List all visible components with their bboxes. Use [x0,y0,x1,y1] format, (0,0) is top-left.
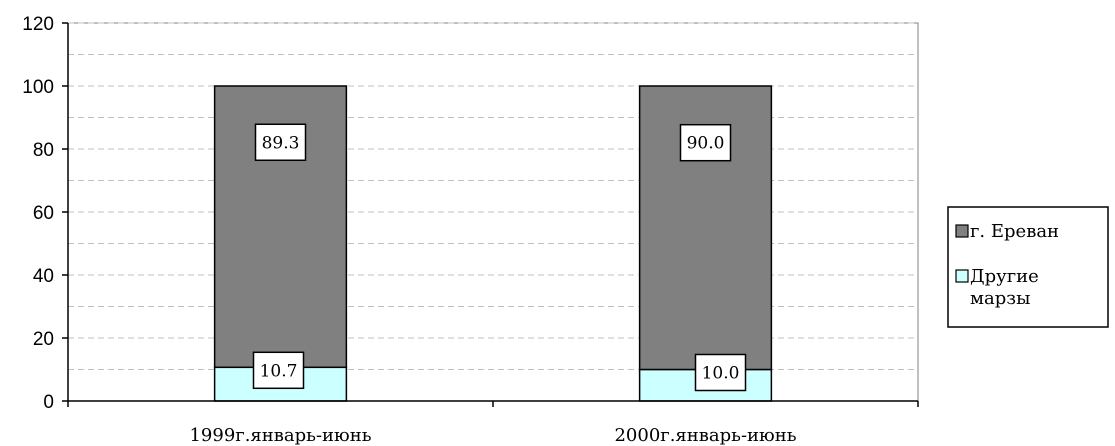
legend-label: Другие [970,266,1039,287]
legend-box [947,206,1109,328]
y-tick-label: 120 [22,14,54,35]
data-label: 89.3 [262,133,300,153]
data-label-box [679,123,732,162]
axes: 0 20 40 60 80 100 120 1999г.январь-июнь 2000г.ян… [22,14,919,446]
y-tick-label: 60 [33,203,54,224]
x-tick-label: 1999г.январь-июнь [189,425,371,446]
y-tick-label: 40 [33,266,54,287]
legend-label: марзы [970,288,1030,309]
y-tick-label: 20 [33,329,54,350]
y-tick-label: 0 [43,392,54,413]
y-tick-label: 80 [33,140,54,161]
data-label: 10.0 [702,364,740,384]
data-labels: 10.7 89.3 10.0 90.0 [252,123,747,392]
legend-label: г. Ереван [970,221,1059,242]
y-tick-label: 100 [22,77,54,98]
data-label: 10.7 [260,361,298,381]
data-label: 90.0 [687,134,725,154]
data-label-box [252,351,305,390]
gridlines [67,22,919,402]
x-tick-label: 2000г.январь-июнь [614,425,796,446]
legend-swatch [955,269,969,283]
legend-swatch [955,224,969,238]
data-label-box [254,123,307,162]
data-label-box [694,353,747,392]
